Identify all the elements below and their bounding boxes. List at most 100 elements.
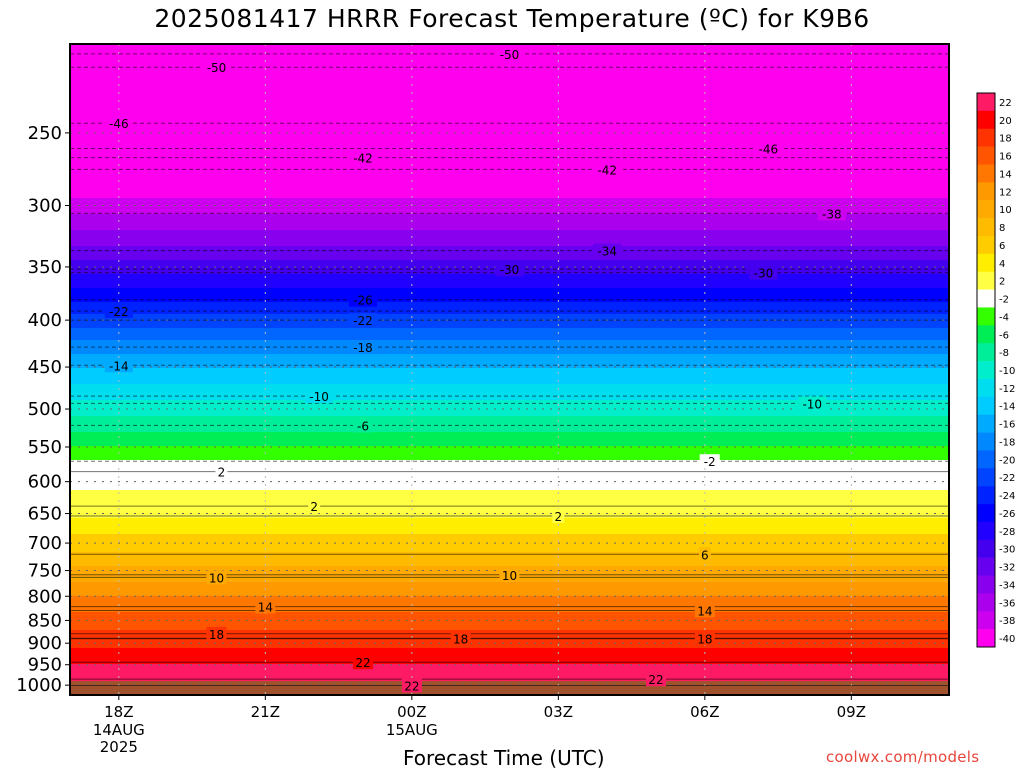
field-band (70, 534, 949, 537)
field-band (70, 454, 949, 457)
colorbar-swatch (977, 593, 995, 612)
field-band (70, 548, 949, 551)
contour-label: 14 (697, 604, 712, 618)
contour-label-bg (202, 60, 231, 75)
field-band (70, 602, 949, 605)
field-band (70, 636, 949, 639)
field-band (70, 528, 949, 531)
colorbar-label: 16 (999, 152, 1012, 163)
field-band (70, 244, 949, 247)
colorbar-swatch (977, 182, 995, 201)
field-band (70, 422, 949, 425)
field-band (70, 160, 949, 163)
field-band (70, 162, 949, 165)
field-band (70, 96, 949, 99)
field-band (70, 168, 949, 171)
field-band (70, 546, 949, 549)
colorbar-swatch (977, 539, 995, 558)
contour-label: -6 (357, 419, 369, 433)
field-band (70, 72, 949, 75)
colorbar-label: -20 (999, 455, 1015, 466)
contour-label-bg (593, 162, 622, 177)
field-band (70, 358, 949, 361)
field-band (70, 554, 949, 557)
field-band (70, 224, 949, 227)
field-band (70, 84, 949, 87)
contour-label: -30 (754, 267, 774, 281)
contour-label: 22 (355, 656, 370, 670)
field-band (70, 210, 949, 213)
field-band (70, 130, 949, 133)
field-band (70, 516, 949, 519)
field-band (70, 676, 949, 679)
field-band (70, 388, 949, 391)
field-band (70, 298, 949, 301)
field-band (70, 320, 949, 323)
field-band (70, 310, 949, 313)
field-band (70, 336, 949, 339)
field-band (70, 250, 949, 253)
field-band (70, 656, 949, 659)
field-band (70, 208, 949, 211)
colorbar-label: -24 (999, 491, 1015, 502)
field-band (70, 448, 949, 451)
credit-text: coolwx.com/models (826, 748, 980, 766)
field-band (70, 260, 949, 263)
field-band (70, 158, 949, 161)
field-band (70, 78, 949, 81)
field-band (70, 520, 949, 523)
colorbar-label: -4 (999, 312, 1009, 323)
contour-label: 22 (404, 680, 419, 694)
colorbar-label: -10 (999, 366, 1015, 377)
contour-label-bg (104, 358, 133, 373)
colorbar-swatch (977, 146, 995, 165)
field-band (70, 86, 949, 89)
field-band (70, 332, 949, 335)
field-band (70, 88, 949, 91)
field-band (70, 340, 949, 343)
field-band (70, 600, 949, 603)
field-band (70, 498, 949, 501)
x-tick-label: 00Z (397, 703, 426, 721)
field-band (70, 404, 949, 407)
contour-label: -26 (353, 294, 373, 308)
field-band (70, 598, 949, 601)
colorbar-swatch (977, 396, 995, 415)
field-band (70, 640, 949, 643)
field-band (70, 254, 949, 257)
field-band (70, 442, 949, 445)
contour-label-bg (552, 508, 565, 523)
contour-label: 22 (648, 673, 663, 687)
field-band (70, 206, 949, 209)
contour-label-bg (349, 292, 377, 307)
field-band (70, 652, 949, 655)
field-band (70, 362, 949, 365)
field-band (70, 102, 949, 105)
field-band (70, 504, 949, 507)
field-band (70, 586, 949, 589)
field-band (70, 226, 949, 229)
colorbar-swatch (977, 450, 995, 469)
contour-label: -34 (597, 245, 617, 259)
y-tick-label: 850 (28, 610, 62, 631)
field-band (70, 592, 949, 595)
field-band (70, 294, 949, 297)
colorbar-swatch (977, 93, 995, 112)
field-band (70, 476, 949, 479)
colorbar-label: -32 (999, 563, 1015, 574)
field-band (70, 282, 949, 285)
field-band (70, 400, 949, 403)
field-band (70, 518, 949, 521)
colorbar-label: -14 (999, 402, 1015, 413)
field-band (70, 44, 949, 47)
colorbar-label: -8 (999, 348, 1009, 359)
field-band (70, 560, 949, 563)
field-band (70, 82, 949, 85)
field-band (70, 136, 949, 139)
field-band (70, 344, 949, 347)
contour-label: 2 (555, 510, 563, 524)
field-band (70, 632, 949, 635)
contour-label-bg (817, 206, 846, 221)
colorbar-swatch (977, 629, 995, 648)
field-band (70, 240, 949, 243)
